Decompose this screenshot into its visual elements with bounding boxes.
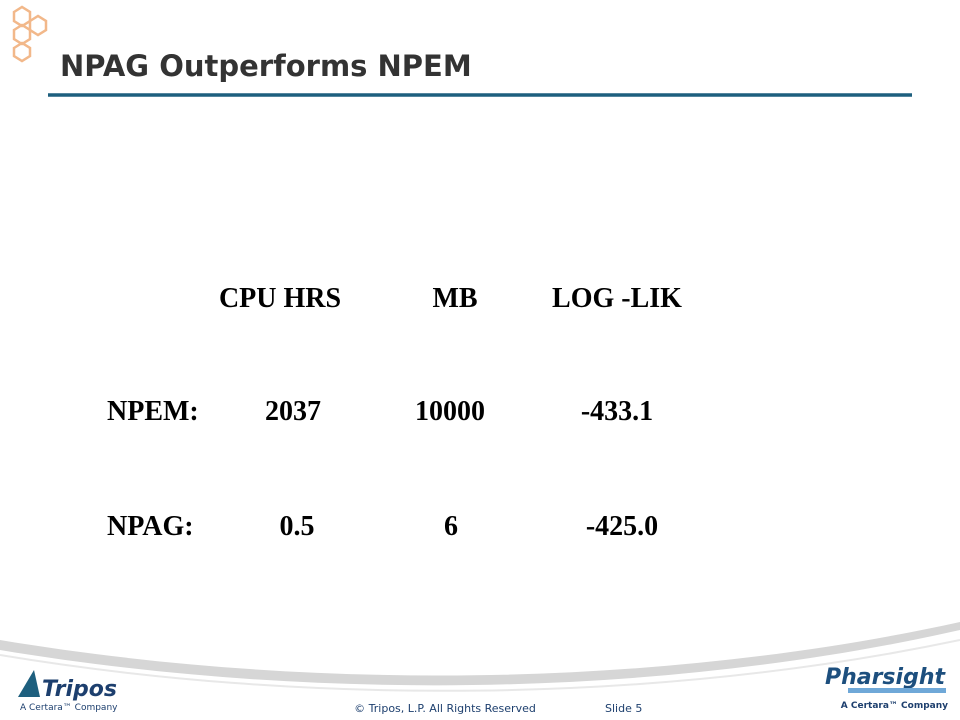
- logo-name: Pharsight: [825, 665, 947, 690]
- row-label: NPAG:: [107, 511, 194, 542]
- copyright: © Tripos, L.P. All Rights Reserved: [354, 702, 536, 715]
- cell: -433.1: [581, 396, 653, 427]
- logo-tagline: A Certara™ Company: [841, 701, 948, 711]
- cell: 6: [444, 511, 458, 542]
- slide-number: Slide 5: [605, 702, 642, 715]
- footer-swoosh: [0, 639, 960, 692]
- cell: 10000: [415, 396, 485, 427]
- column-header: MB: [432, 283, 477, 314]
- column-header: CPU HRS: [219, 283, 341, 314]
- logo-name: Tripos: [42, 677, 117, 702]
- footer-swoosh: [0, 622, 960, 686]
- cell: 0.5: [280, 511, 315, 542]
- tripos-mark: [18, 670, 40, 697]
- slide-title: NPAG Outperforms NPEM: [60, 49, 472, 83]
- cell: -425.0: [586, 511, 658, 542]
- hex-icon: [12, 5, 48, 63]
- cell: 2037: [265, 396, 321, 427]
- logo-bar: [848, 688, 946, 693]
- column-header: LOG -LIK: [552, 283, 682, 314]
- logo-tagline: A Certara™ Company: [20, 703, 118, 713]
- row-label: NPEM:: [107, 396, 199, 427]
